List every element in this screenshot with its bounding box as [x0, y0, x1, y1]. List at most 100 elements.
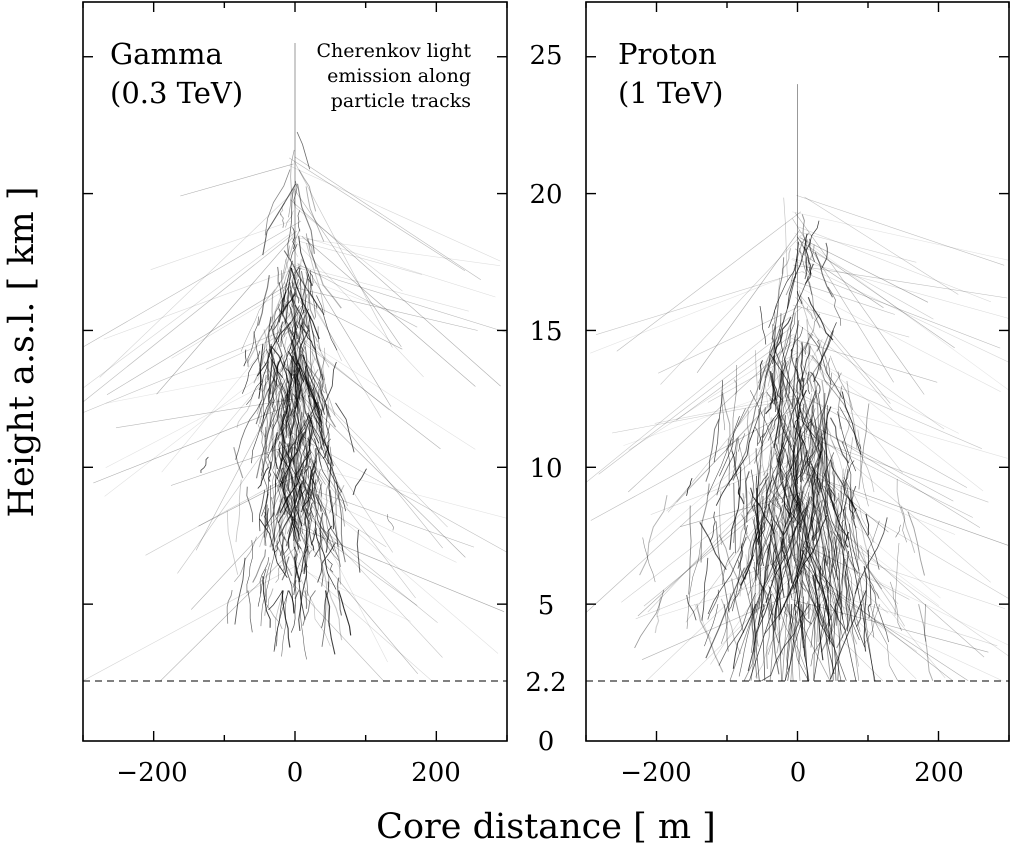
particle-track	[278, 308, 297, 341]
particle-track	[759, 369, 770, 396]
particle-track	[83, 230, 297, 402]
particle-track	[289, 389, 302, 436]
particle-track	[817, 467, 821, 558]
particle-track	[299, 485, 313, 546]
particle-track	[801, 407, 830, 461]
particle-track	[319, 527, 330, 588]
particle-track	[284, 508, 300, 537]
particle-track	[720, 598, 741, 654]
particle-track	[738, 433, 746, 452]
particle-track	[837, 411, 857, 472]
particle-track	[270, 325, 284, 357]
particle-track	[284, 442, 289, 456]
particle-track	[293, 556, 306, 620]
particle-track	[294, 478, 499, 654]
particle-track	[733, 517, 737, 543]
particle-track	[746, 476, 770, 515]
particle-track	[792, 211, 1010, 261]
particle-track	[293, 180, 298, 207]
particle-track	[736, 343, 775, 427]
particle-track	[804, 196, 959, 295]
particle-track	[281, 382, 287, 439]
particle-track	[288, 474, 293, 508]
particle-track	[285, 489, 310, 554]
ytick-label-5: 5	[538, 591, 555, 621]
particle-track	[787, 485, 809, 562]
particle-track	[786, 492, 793, 508]
muon-track	[837, 506, 847, 681]
particle-track	[310, 489, 335, 552]
particle-track	[281, 245, 290, 279]
particle-track	[770, 465, 775, 480]
particle-track	[707, 589, 719, 620]
particle-track	[235, 399, 263, 460]
particle-track	[792, 304, 910, 338]
particle-track	[650, 459, 795, 515]
particle-track	[766, 425, 779, 494]
particle-track	[279, 468, 303, 513]
particle-track	[290, 369, 297, 422]
particle-track	[776, 320, 793, 364]
particle-track	[293, 351, 301, 401]
particle-track	[261, 460, 265, 479]
particle-track	[705, 418, 720, 482]
particle-track	[103, 266, 300, 340]
particle-track	[813, 536, 829, 586]
particle-track	[270, 498, 282, 548]
particle-track	[274, 303, 281, 355]
muon-track	[842, 508, 876, 681]
particle-track	[791, 349, 959, 434]
particle-track	[296, 183, 315, 254]
particle-track	[253, 331, 264, 401]
particle-track	[305, 242, 326, 314]
particle-track	[296, 131, 311, 170]
particle-track	[246, 295, 282, 364]
particle-track	[298, 545, 309, 583]
particle-track	[854, 517, 888, 594]
particle-track	[765, 525, 797, 603]
particle-track	[281, 556, 290, 581]
particle-track	[794, 241, 799, 279]
particle-track	[721, 393, 726, 431]
particle-track	[775, 514, 795, 589]
particle-track	[798, 597, 884, 682]
particle-track	[680, 491, 805, 527]
particle-track	[336, 481, 344, 551]
particle-track	[871, 604, 876, 638]
particle-track	[264, 504, 269, 546]
particle-track	[291, 231, 299, 257]
particle-track	[288, 443, 292, 463]
particle-track	[324, 481, 330, 516]
particle-track	[795, 448, 814, 481]
particle-track	[775, 451, 778, 497]
particle-track	[305, 271, 316, 320]
particle-track	[301, 236, 476, 387]
particle-track	[842, 479, 880, 570]
particle-track	[316, 494, 340, 561]
particle-track	[805, 220, 820, 251]
particle-track	[818, 604, 835, 675]
particle-track	[731, 578, 745, 633]
particle-track	[267, 388, 270, 403]
particle-track	[150, 220, 292, 270]
particle-track	[316, 295, 338, 351]
particle-track	[824, 392, 828, 458]
particle-track	[283, 268, 302, 309]
particle-track	[262, 590, 283, 630]
gamma-xtick-label-0: 0	[287, 758, 304, 788]
particle-track	[760, 361, 777, 391]
particle-track	[281, 455, 289, 476]
particle-track	[312, 480, 322, 512]
particle-track	[279, 531, 284, 556]
particle-track	[776, 379, 802, 463]
particle-track	[799, 240, 955, 349]
particle-track	[752, 518, 761, 559]
particle-track	[806, 319, 813, 393]
particle-track	[811, 372, 842, 426]
particle-track	[811, 387, 831, 462]
particle-track	[851, 507, 857, 529]
particle-track	[304, 459, 318, 512]
particle-track	[269, 368, 276, 399]
particle-track	[782, 502, 799, 537]
particle-track	[800, 348, 829, 433]
